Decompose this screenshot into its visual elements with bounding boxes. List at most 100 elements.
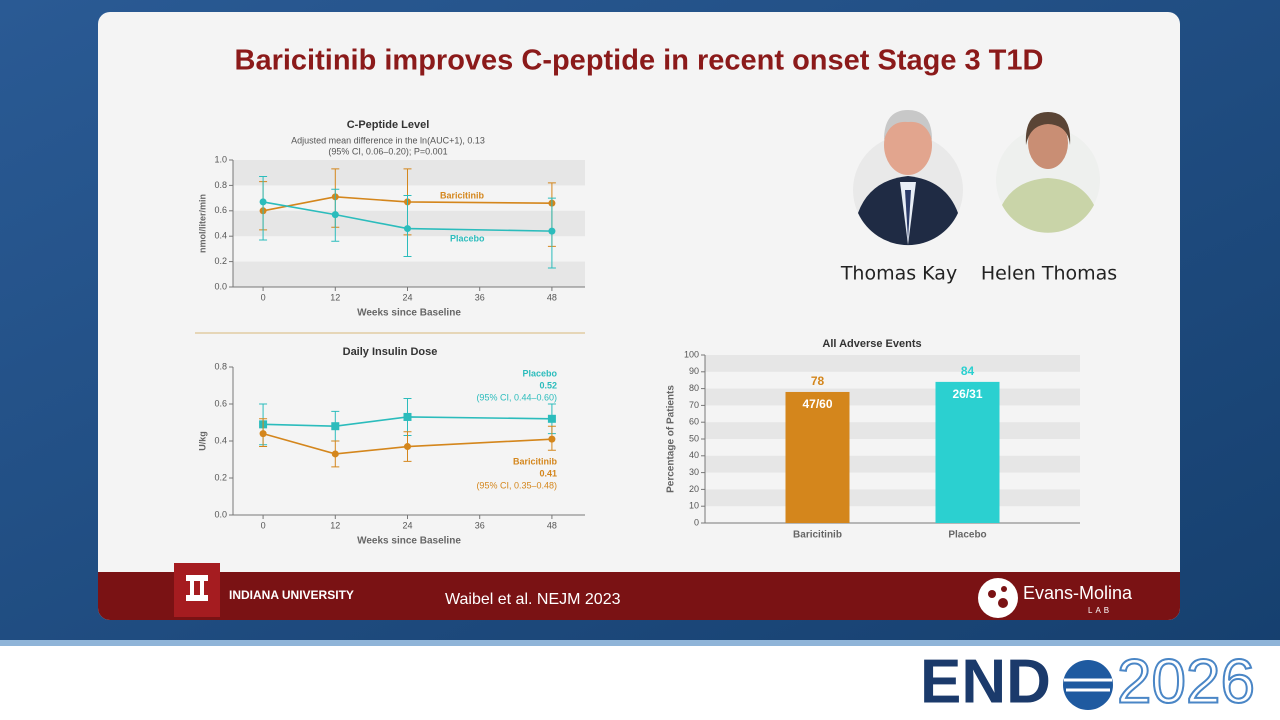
bar	[785, 391, 850, 523]
series-label: Placebo	[522, 368, 557, 378]
grid-band	[233, 210, 585, 237]
y-tick-label: 0.2	[214, 472, 227, 482]
event-name: END	[920, 647, 1051, 716]
lab-logo-dot	[998, 598, 1008, 608]
y-tick-label: 60	[689, 417, 699, 427]
y-tick-label: 1.0	[214, 154, 227, 164]
series-label: Baricitinib	[513, 456, 558, 466]
count-label: 47/60	[802, 397, 832, 411]
y-tick-label: 0	[694, 517, 699, 527]
series-label: Baricitinib	[440, 190, 485, 200]
university: INDIANA UNIVERSITY	[229, 588, 354, 602]
series-line	[262, 432, 552, 455]
chart-title: C-Peptide Level	[347, 119, 430, 131]
x-tick-label: Placebo	[948, 530, 986, 541]
y-axis-label: Percentage of Patients	[666, 385, 677, 493]
x-tick-label: 36	[475, 292, 485, 302]
series-line	[263, 416, 552, 428]
grid-band	[705, 355, 1080, 372]
grid-band	[705, 422, 1080, 439]
iu-logo	[174, 563, 220, 617]
grid-band	[705, 388, 1080, 406]
y-tick-label: 70	[689, 400, 699, 410]
y-tick-label: 0.8	[214, 180, 227, 190]
x-tick-label: 24	[402, 520, 412, 530]
point	[548, 227, 556, 235]
point	[331, 450, 339, 458]
point	[259, 430, 267, 438]
lab-logo-dot	[988, 590, 996, 598]
bar	[935, 381, 1000, 523]
y-tick-label: 20	[689, 484, 699, 494]
y-tick-label: 10	[689, 501, 699, 511]
x-tick-label: 24	[402, 292, 412, 302]
series-line	[262, 196, 552, 212]
point	[331, 422, 340, 431]
lab-sub: LAB	[1088, 606, 1112, 615]
grid-band	[705, 489, 1080, 507]
y-tick-label: 0.2	[214, 256, 227, 266]
y-tick-label: 30	[689, 467, 699, 477]
x-tick-label: 0	[261, 292, 266, 302]
point	[548, 435, 556, 443]
x-tick-label: 12	[330, 520, 340, 530]
series-label: Placebo	[450, 233, 485, 243]
x-axis-label: Weeks since Baseline	[357, 536, 461, 547]
count-label: 26/31	[952, 387, 982, 401]
error-bar	[259, 176, 268, 241]
citation: Waibel et al. NEJM 2023	[445, 591, 621, 608]
x-tick-label: 36	[475, 520, 485, 530]
y-tick-label: 80	[689, 383, 699, 393]
event-globe-lines	[1064, 678, 1112, 692]
annotation: (95% CI, 0.44–0.60)	[476, 392, 557, 402]
person-name: Thomas Kay	[840, 263, 957, 285]
y-tick-label: 90	[689, 366, 699, 376]
event-globe	[1063, 660, 1113, 710]
point	[403, 225, 411, 233]
grid-band	[233, 261, 585, 287]
x-axis-label: Weeks since Baseline	[357, 308, 461, 319]
point	[259, 198, 267, 206]
grid-band	[705, 455, 1080, 473]
strip	[0, 640, 1280, 646]
chart-title: All Adverse Events	[822, 338, 921, 350]
x-tick-label: 48	[547, 292, 557, 302]
point	[403, 412, 412, 421]
x-tick-label: 48	[547, 520, 557, 530]
annotation: 0.41	[539, 468, 557, 478]
person-name: Helen Thomas	[981, 263, 1117, 285]
y-tick-label: 100	[684, 349, 699, 359]
value-label: 84	[961, 364, 975, 378]
x-tick-label: 0	[261, 520, 266, 530]
y-tick-label: 0.8	[214, 361, 227, 371]
slide-title: Baricitinib improves C-peptide in recent…	[235, 45, 1044, 77]
photo	[853, 110, 963, 246]
y-tick-label: 40	[689, 450, 699, 460]
y-tick-label: 50	[689, 433, 699, 443]
chart-subtitle: (95% CI, 0.06–0.20); P=0.001	[328, 146, 447, 156]
lab-logo	[978, 578, 1018, 618]
annotation: (95% CI, 0.35–0.48)	[476, 480, 557, 490]
grid-band	[233, 160, 585, 186]
y-tick-label: 0.6	[214, 398, 227, 408]
y-axis-label: U/kg	[197, 431, 207, 451]
point	[403, 443, 411, 451]
footer-band	[98, 572, 1180, 620]
annotation: 0.52	[539, 380, 557, 390]
chart-title: Daily Insulin Dose	[343, 346, 438, 358]
x-tick-label: 12	[330, 292, 340, 302]
y-tick-label: 0.6	[214, 205, 227, 215]
value-label: 78	[811, 374, 825, 388]
y-axis-label: nmol/liter/min	[197, 194, 207, 253]
photo	[996, 112, 1100, 233]
chart-subtitle: Adjusted mean difference in the ln(AUC+1…	[291, 135, 485, 145]
lab-name: Evans-Molina	[1023, 583, 1133, 603]
y-tick-label: 0.0	[214, 281, 227, 291]
y-tick-label: 0.0	[214, 509, 227, 519]
lab-logo-dot	[1001, 586, 1007, 592]
point	[547, 414, 556, 423]
event-year: 2026	[1117, 647, 1255, 716]
series-line	[262, 201, 552, 232]
x-tick-label: Baricitinib	[793, 530, 842, 541]
